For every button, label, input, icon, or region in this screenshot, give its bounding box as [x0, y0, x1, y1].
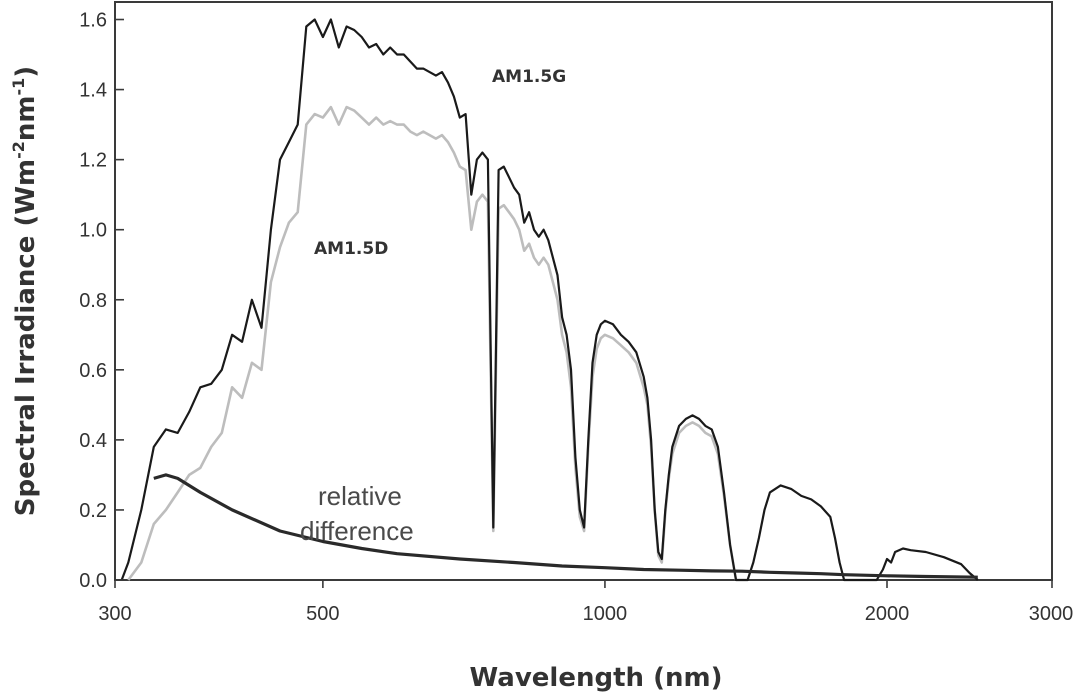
y-tick-label: 1.4 — [79, 80, 107, 102]
y-tick-label: 0.0 — [79, 570, 107, 592]
y-tick-label: 0.4 — [79, 430, 107, 452]
x-tick-label: 500 — [306, 603, 339, 625]
x-tick-label: 3000 — [1029, 603, 1074, 625]
y-axis-title-sup1: -2 — [9, 141, 28, 159]
series-layer — [120, 18, 979, 582]
relative-label-line2: difference — [300, 516, 414, 546]
y-tick-label: 0.6 — [79, 360, 107, 382]
y-tick-label: 1.2 — [79, 150, 107, 172]
y-tick-label: 1.0 — [79, 220, 107, 242]
x-tick-label: 2000 — [865, 603, 910, 625]
y-axis-title-mid: nm — [11, 95, 41, 141]
y-tick-label: 0.8 — [79, 290, 107, 312]
series-line-relative-difference — [153, 473, 978, 579]
y-tick-label: 1.6 — [79, 10, 107, 32]
x-tick-label: 300 — [98, 603, 131, 625]
x-axis-title: Wavelength (nm) — [470, 663, 723, 693]
plot-frame — [114, 1, 1053, 581]
am15g-label: AM1.5G — [492, 67, 566, 87]
y-axis-title-main: Spectral Irradiance (Wm — [11, 159, 41, 516]
y-tick-label: 0.2 — [79, 500, 107, 522]
ticks-layer: 0.0 0.2 0.4 0.6 0.8 1.0 1.2 1.4 1.6 300 500 1000 200… — [79, 10, 1073, 625]
x-tick-label: 1000 — [583, 603, 628, 625]
y-axis-title: Spectral Irradiance (Wm-2nm-1) — [9, 66, 41, 516]
y-axis-title-sup2: -1 — [9, 78, 28, 96]
am15d-label: AM1.5D — [314, 239, 388, 259]
series-line-am1-5g — [120, 18, 979, 582]
relative-label-line1: relative — [318, 481, 402, 511]
y-axis-title-end: ) — [11, 66, 41, 78]
